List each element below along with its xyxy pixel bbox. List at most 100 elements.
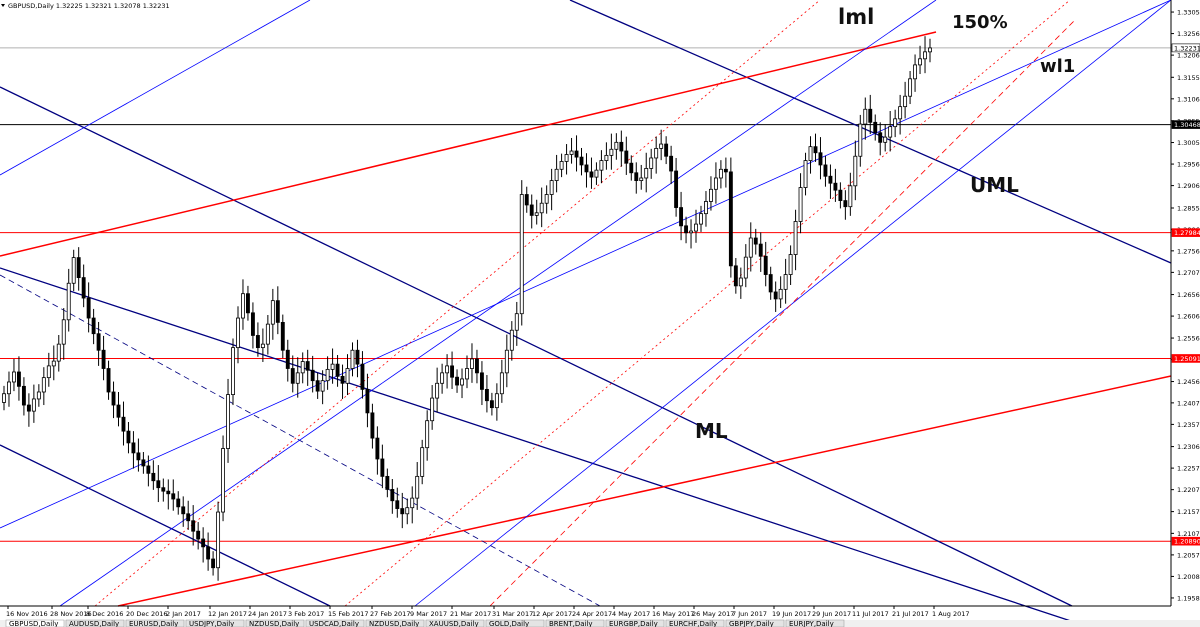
candle-body	[295, 372, 300, 384]
candle-body	[763, 255, 768, 275]
dropdown-arrow-icon[interactable]	[1, 4, 5, 7]
candle-body	[803, 160, 808, 188]
price-marker-box	[1171, 228, 1200, 237]
price-tick-label: 1.33055	[1177, 9, 1200, 17]
candle-body	[848, 185, 853, 208]
price-tick-label: 1.27070	[1177, 269, 1200, 277]
trend-line	[489, 19, 1076, 607]
candle-body	[509, 329, 514, 351]
annotation-ML: ML	[695, 419, 728, 443]
tab	[425, 619, 485, 627]
trend-line	[0, 267, 1092, 627]
price-tick-label: 1.31555	[1177, 74, 1200, 82]
candle-body	[440, 372, 445, 384]
candle-body	[265, 323, 270, 345]
price-tick-label: 1.29065	[1177, 182, 1200, 190]
candle-body	[116, 404, 121, 418]
candle-body	[96, 333, 101, 351]
date-tick-label: 27 Feb 2017	[370, 610, 410, 618]
candle-body	[141, 459, 146, 467]
date-tick-label: 9 Mar 2017	[410, 610, 447, 618]
candles	[2, 36, 932, 581]
candle-body	[773, 291, 778, 300]
candle-body	[694, 223, 698, 232]
candle-body	[345, 368, 350, 384]
candle-body	[614, 141, 619, 150]
candle-body	[161, 487, 166, 492]
candle-body	[504, 349, 509, 374]
candle-body	[315, 380, 320, 392]
price-tick-label: 1.21570	[1177, 508, 1200, 516]
price-tick-label: 1.32560	[1177, 30, 1200, 38]
candle-body	[211, 558, 216, 569]
date-tick-label: 31 Mar 2017	[492, 610, 533, 618]
candle-body	[514, 313, 519, 331]
candle-body	[928, 47, 932, 53]
price-marker-label: 1.30468	[1174, 121, 1200, 129]
candle-body	[375, 437, 380, 460]
candle-body	[196, 530, 201, 540]
candle-body	[470, 358, 474, 369]
date-tick-label: 4 May 2017	[612, 610, 650, 618]
candle-body	[574, 150, 579, 158]
date-tick-label: 24 Jan 2017	[248, 610, 287, 618]
tab-label: USDJPY,Daily	[189, 620, 234, 627]
candle-body	[56, 343, 61, 362]
tab-label: EURJPY,Daily	[789, 620, 834, 627]
price-tick-label: 1.30055	[1177, 139, 1200, 147]
price-marker-box	[1171, 120, 1200, 129]
candle-body	[26, 404, 31, 412]
tab-label: GOLD,Daily	[489, 620, 529, 627]
candle-body	[126, 430, 131, 444]
candle-body	[529, 204, 534, 216]
trend-line	[414, 0, 1172, 607]
candle-body	[609, 148, 614, 156]
candle-body	[445, 365, 450, 374]
candle-body	[903, 95, 908, 108]
candle-body	[270, 300, 275, 325]
candle-body	[713, 177, 718, 190]
candle-body	[350, 349, 355, 369]
price-marker-label: 1.27984	[1174, 229, 1200, 237]
price-tick-label: 1.24560	[1177, 378, 1200, 386]
date-tick-label: 12 Apr 2017	[532, 610, 572, 618]
candle-body	[106, 368, 111, 393]
candle-body	[723, 168, 728, 173]
trend-line	[0, 274, 601, 607]
tab	[665, 619, 725, 627]
candle-body	[91, 317, 96, 335]
price-tick-label: 1.26560	[1177, 291, 1200, 299]
tab-label: GBPUSD,Daily	[9, 620, 58, 627]
candle-body	[191, 520, 196, 532]
price-tick-label: 1.24070	[1177, 399, 1200, 407]
trend-line	[0, 86, 1073, 607]
candle-body	[455, 376, 459, 386]
tab	[65, 619, 125, 627]
candle-body	[808, 146, 813, 161]
candle-body	[390, 489, 395, 502]
candle-body	[216, 511, 221, 569]
candle-body	[913, 64, 918, 80]
price-tick-label: 1.22570	[1177, 465, 1200, 473]
tab	[545, 619, 605, 627]
candle-body	[733, 265, 738, 287]
tab-label: EURCHF,Daily	[669, 620, 717, 627]
price-tick-label: 1.25560	[1177, 335, 1200, 343]
price-tick-label: 1.19585	[1177, 594, 1200, 602]
candle-body	[674, 170, 679, 208]
annotation-lml: lml	[838, 5, 874, 29]
candle-body	[644, 168, 649, 179]
candle-body	[569, 150, 574, 155]
candle-body	[86, 297, 91, 319]
price-marker-box	[1171, 43, 1200, 53]
candle-body	[300, 361, 305, 374]
trend-line	[0, 0, 311, 176]
candle-body	[66, 282, 71, 321]
candle-body	[21, 385, 26, 406]
price-tick-label: 1.32065	[1177, 52, 1200, 60]
tab	[125, 619, 185, 627]
candle-body	[405, 507, 410, 515]
